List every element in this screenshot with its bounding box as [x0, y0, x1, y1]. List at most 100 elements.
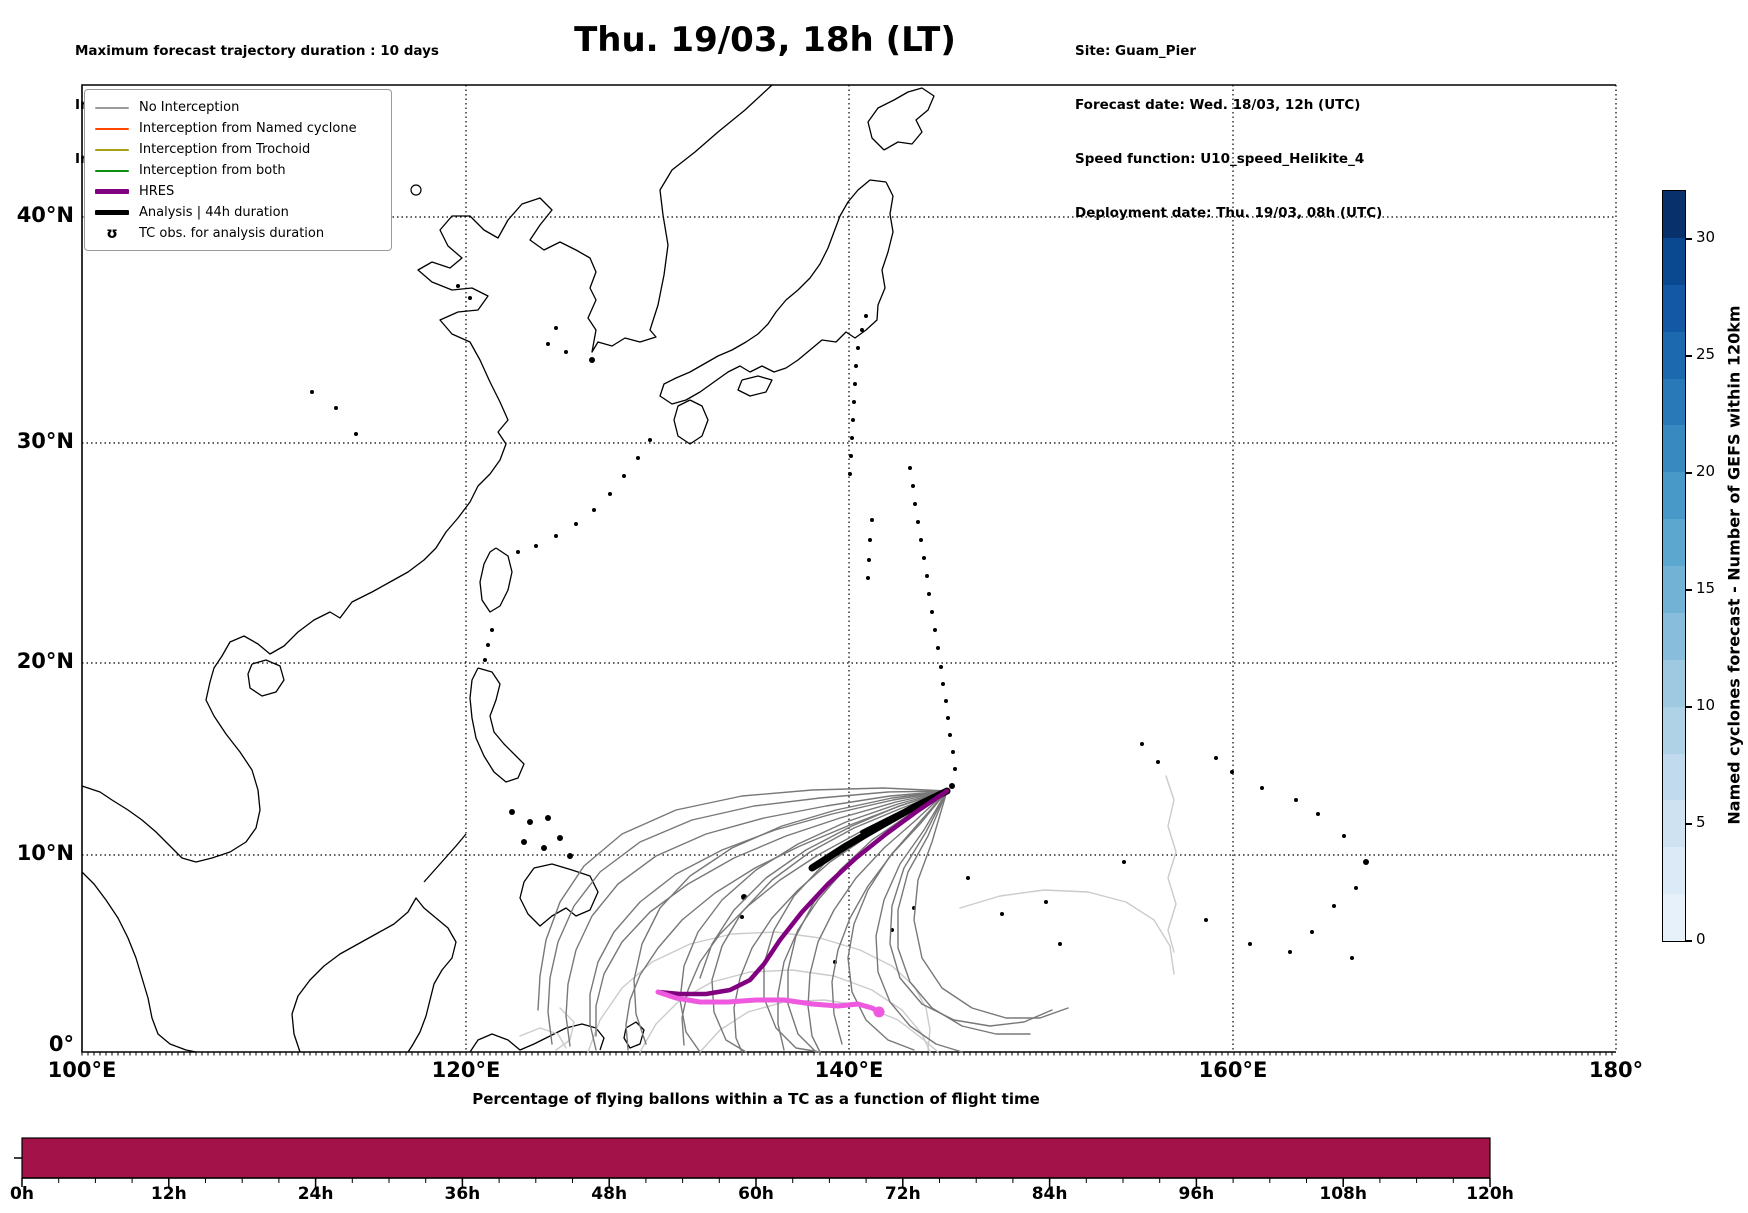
trajectory-no-interception-light — [639, 969, 931, 1053]
longitude-tick-label: 140°E — [814, 1058, 884, 1082]
site-text: Site: Guam_Pier — [1075, 43, 1197, 59]
header-right-block: Site: Guam_Pier Forecast date: Wed. 18/0… — [1075, 6, 1382, 258]
island-dot — [933, 628, 937, 632]
hres-track — [655, 788, 950, 997]
island-dot — [1342, 834, 1346, 838]
island-dot — [908, 466, 912, 470]
island-dot — [622, 474, 626, 478]
legend-item-label: No Interception — [139, 100, 240, 115]
map-frame — [81, 84, 1616, 1053]
colorbar-tick — [1685, 940, 1692, 942]
island-dot — [922, 556, 926, 560]
island-dot — [864, 314, 868, 318]
trajectory-no-interception-light — [555, 1007, 575, 1051]
colorbar-tick-label: 30 — [1696, 228, 1716, 246]
trajectory-no-interception-light — [519, 1027, 567, 1049]
colorbar-tick-label: 0 — [1696, 930, 1706, 948]
island-dot — [1363, 859, 1369, 865]
island-dot — [310, 390, 314, 394]
flight-time-tick-label: 96h — [1178, 1184, 1215, 1204]
flight-time-bar — [21, 1137, 1491, 1179]
island-dot — [1156, 760, 1160, 764]
island-dot — [1000, 912, 1004, 916]
flight-time-tick-label: 12h — [150, 1184, 187, 1204]
trajectory-no-interception — [711, 790, 948, 1053]
island-dot — [939, 665, 943, 669]
island-dot — [554, 326, 558, 330]
colorbar-band — [1663, 799, 1685, 848]
legend-line — [95, 169, 129, 172]
island-dot — [966, 876, 970, 880]
legend-line — [95, 127, 129, 130]
island-dot — [521, 839, 527, 845]
cyclone-marker-glyph: ʊ — [106, 224, 118, 242]
colorbar-band — [1663, 753, 1685, 801]
island-dot — [456, 284, 460, 288]
legend-line — [95, 106, 129, 109]
island-dot — [870, 518, 874, 522]
island-dot — [916, 520, 920, 524]
island-dot — [608, 492, 612, 496]
forecast-date-text: Forecast date: Wed. 18/03, 12h (UTC) — [1075, 97, 1361, 113]
trajectory-no-interception-light — [959, 889, 1175, 975]
island-dot — [1214, 756, 1218, 760]
coastline — [81, 84, 773, 863]
legend-line-swatch — [95, 210, 129, 215]
island-dot — [936, 646, 940, 650]
island-dot — [927, 592, 931, 596]
trajectory-no-interception — [787, 790, 948, 1053]
trajectory-no-interception — [875, 790, 963, 1053]
island-dot — [1248, 942, 1252, 946]
island-dot — [1288, 950, 1292, 954]
legend-line — [95, 210, 129, 215]
island-dot — [589, 357, 595, 363]
island-dot — [852, 400, 856, 404]
island-dot — [546, 342, 550, 346]
colorbar-tick — [1685, 706, 1692, 708]
coastline — [469, 1023, 605, 1053]
colorbar-tick-label: 5 — [1696, 813, 1706, 831]
island-dot — [334, 406, 338, 410]
legend-line-swatch — [95, 148, 129, 151]
island-dot — [636, 456, 640, 460]
latitude-tick-label: 10°N — [16, 841, 74, 865]
legend-item: Interception from both — [95, 160, 381, 181]
legend-item: No Interception — [95, 97, 381, 118]
latitude-tick-label: 0° — [48, 1032, 74, 1056]
legend-item: ʊ TC obs. for analysis duration — [95, 223, 381, 244]
island-dot — [913, 502, 917, 506]
island-dot — [567, 853, 573, 859]
legend-line — [95, 148, 129, 151]
legend-line-swatch — [95, 189, 129, 194]
colorbar-label: Named cyclones forecast - Number of GEFS… — [1724, 305, 1744, 825]
longitude-tick-label: 160°E — [1198, 1058, 1268, 1082]
colorbar-band — [1663, 518, 1685, 566]
colorbar-tick — [1685, 355, 1692, 357]
colorbar-band — [1663, 190, 1685, 238]
coastline — [423, 833, 467, 883]
island-dot — [854, 364, 858, 368]
island-dot — [853, 382, 857, 386]
colorbar-tick-label: 25 — [1696, 345, 1716, 363]
island-dot — [740, 915, 744, 919]
island-dot — [949, 783, 955, 789]
flight-time-tick-label: 48h — [591, 1184, 628, 1204]
island-dot — [856, 346, 860, 350]
island-dot — [1316, 812, 1320, 816]
trajectory-no-interception — [679, 790, 948, 1053]
legend-item: HRES — [95, 181, 381, 202]
island-dot — [557, 835, 563, 841]
trajectory-no-interception — [633, 790, 948, 1045]
legend-item-label: Interception from both — [139, 163, 286, 178]
island-dot — [564, 350, 568, 354]
flight-time-tick-label: 0h — [10, 1184, 34, 1204]
colorbar-band — [1663, 706, 1685, 754]
island-dot — [534, 544, 538, 548]
flight-time-tick-label: 24h — [297, 1184, 334, 1204]
flight-time-tick-label: 108h — [1319, 1184, 1367, 1204]
island-dot — [851, 418, 855, 422]
island-dot — [1332, 904, 1336, 908]
legend-item: Interception from Trochoid — [95, 139, 381, 160]
longitude-tick-label: 180° — [1588, 1058, 1644, 1082]
